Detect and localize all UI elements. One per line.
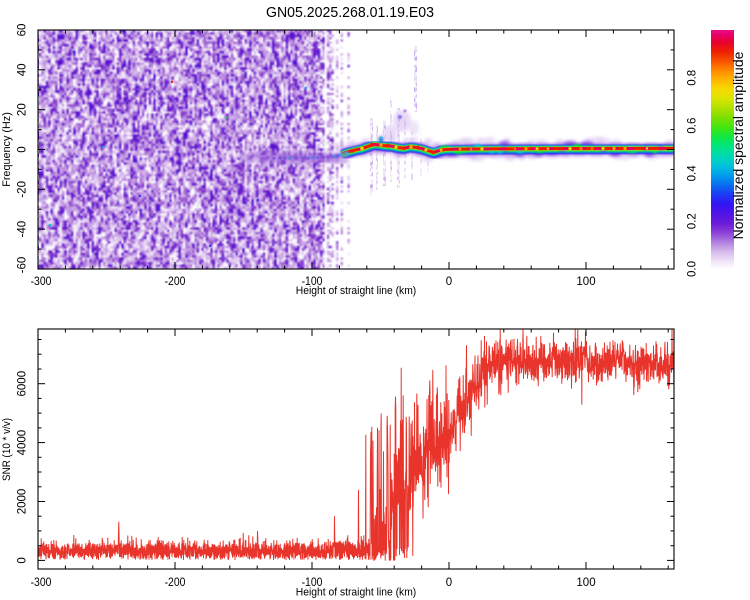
- svg-text:Height of straight line (km): Height of straight line (km): [296, 587, 417, 599]
- svg-text:0: 0: [17, 557, 29, 563]
- svg-text:6000: 6000: [17, 371, 29, 397]
- svg-text:100: 100: [576, 276, 595, 288]
- svg-text:0: 0: [446, 577, 452, 589]
- svg-text:0.6: 0.6: [687, 118, 699, 134]
- svg-text:GN05.2025.268.01.19.E03: GN05.2025.268.01.19.E03: [266, 5, 434, 21]
- svg-text:-200: -200: [165, 276, 186, 288]
- svg-text:2000: 2000: [17, 489, 29, 515]
- svg-text:0.4: 0.4: [687, 165, 699, 182]
- svg-text:Normalized spectral amplitude: Normalized spectral amplitude: [731, 52, 746, 240]
- svg-text:100: 100: [576, 577, 595, 589]
- svg-text:4000: 4000: [17, 430, 29, 456]
- svg-text:0.8: 0.8: [687, 70, 699, 86]
- svg-text:-60: -60: [17, 257, 29, 274]
- svg-text:-100: -100: [302, 276, 323, 288]
- svg-text:0: 0: [446, 276, 452, 288]
- svg-text:-40: -40: [17, 221, 29, 238]
- svg-text:60: 60: [17, 24, 29, 37]
- svg-text:-200: -200: [165, 577, 186, 589]
- svg-text:0: 0: [17, 146, 29, 152]
- svg-text:20: 20: [17, 103, 29, 116]
- svg-text:-300: -300: [31, 577, 52, 589]
- svg-text:-300: -300: [31, 276, 52, 288]
- svg-text:40: 40: [17, 63, 29, 76]
- svg-text:0.0: 0.0: [687, 261, 699, 277]
- svg-text:SNR (10 * v/v): SNR (10 * v/v): [1, 418, 13, 481]
- svg-text:Height of straight line (km): Height of straight line (km): [296, 285, 417, 297]
- svg-text:0.2: 0.2: [687, 213, 699, 229]
- svg-text:Frequency (Hz): Frequency (Hz): [1, 112, 13, 187]
- svg-text:-20: -20: [17, 181, 29, 198]
- svg-text:-100: -100: [302, 577, 323, 589]
